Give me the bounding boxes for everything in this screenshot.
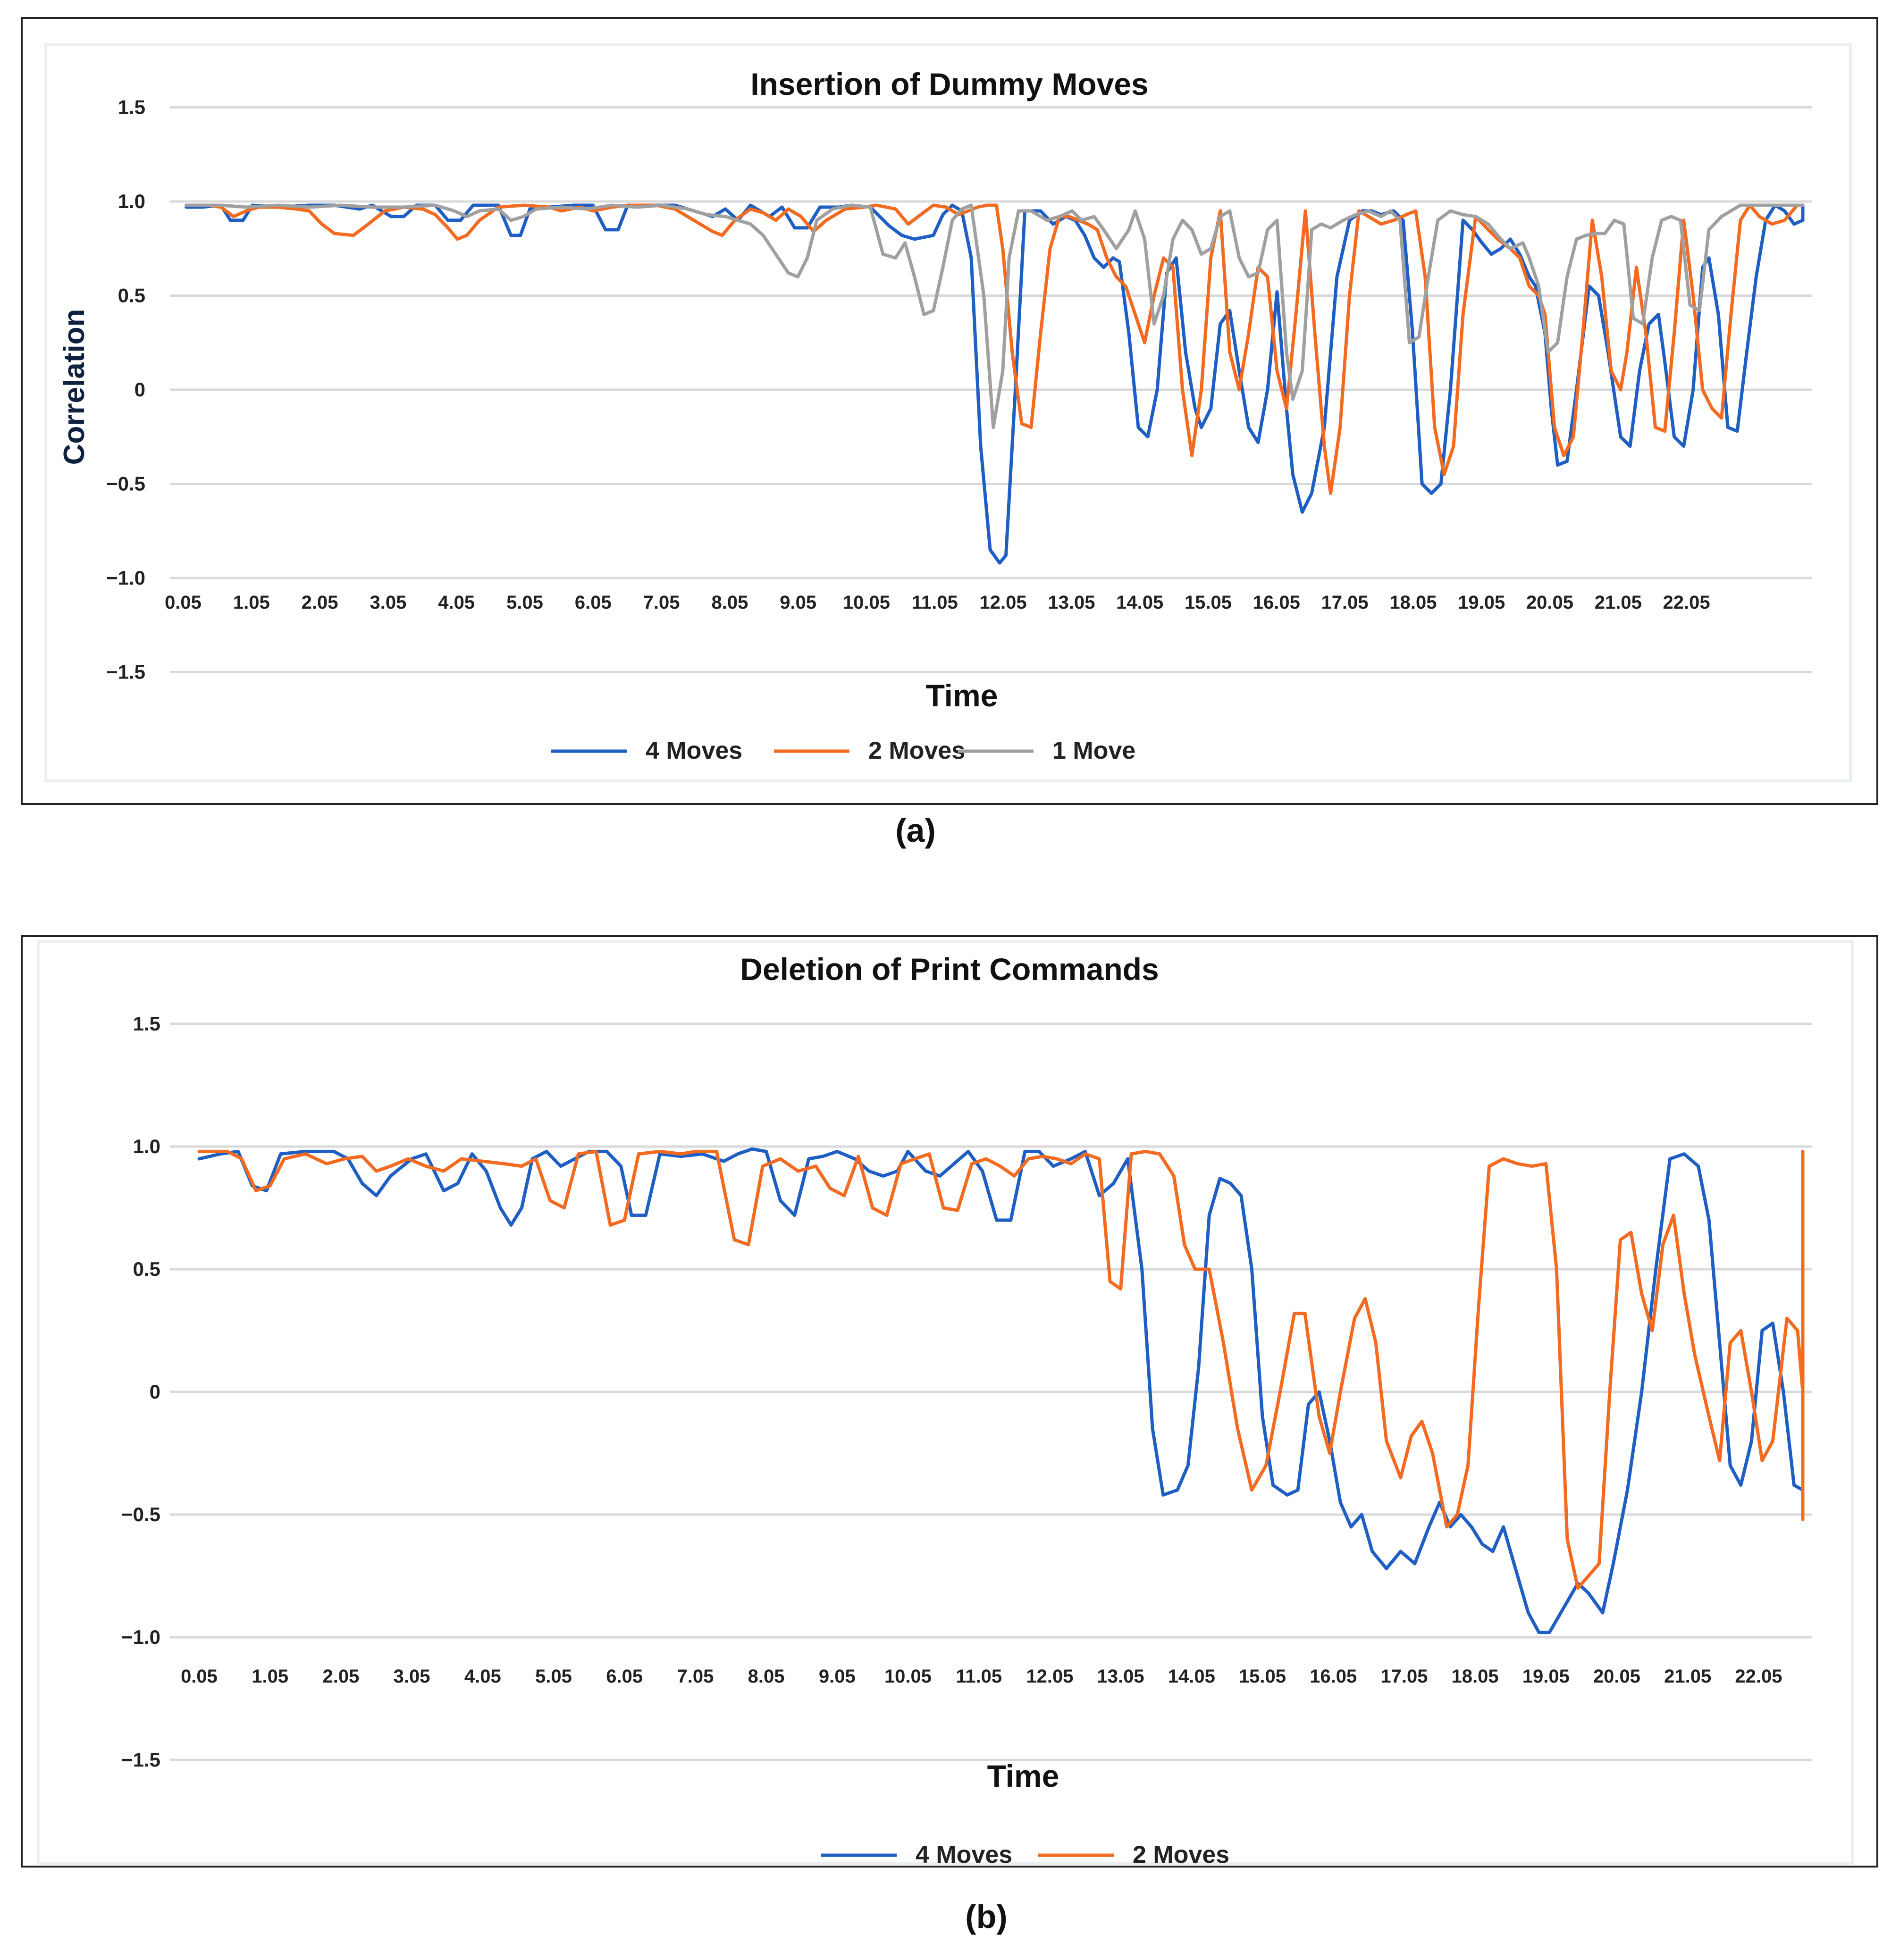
chart-a-y-axis-label: Correlation: [58, 309, 91, 465]
chart-a-x-tick-label: 9.05: [780, 592, 816, 613]
chart-a-y-tick-label: 0.5: [118, 285, 145, 307]
chart-b-x-tick-label: 10.05: [884, 1666, 932, 1687]
chart-title-b: Deletion of Print Commands: [740, 952, 1159, 987]
chart-a-series-line-1-move: [185, 203, 1805, 429]
chart-b-series-line-4-moves: [197, 1147, 1805, 1634]
chart-a-x-tick-label: 12.05: [980, 592, 1027, 613]
chart-b-x-tick-label: 1.05: [252, 1666, 288, 1687]
chart-a-x-tick-label: 3.05: [370, 592, 406, 613]
chart-a-x-tick-label: 22.05: [1663, 592, 1710, 613]
chart-b-x-tick-label: 13.05: [1097, 1666, 1144, 1687]
chart-b-y-tick-label: 0: [150, 1381, 160, 1403]
chart-b-x-tick-label: 20.05: [1593, 1666, 1640, 1687]
chart-b-x-tick-label: 0.05: [181, 1666, 218, 1687]
chart-b-y-tick-label: 1.5: [133, 1013, 160, 1035]
chart-title-a: Insertion of Dummy Moves: [750, 67, 1149, 101]
chart-b-x-tick-label: 9.05: [819, 1666, 856, 1687]
chart-b-x-tick-label: 2.05: [322, 1666, 359, 1687]
chart-a-legend-label: 1 Move: [1052, 737, 1135, 764]
chart-a-y-tick-label: 0: [134, 378, 145, 401]
chart-a-y-tick-label: 1.0: [118, 190, 145, 212]
chart-a-x-tick-label: 15.05: [1185, 592, 1232, 613]
x-axis-label-a: Time: [925, 678, 998, 713]
panel-b: Deletion of Print Commands Time: [21, 935, 1878, 1868]
chart-a-x-tick-label: 6.05: [575, 592, 612, 613]
chart-a-legend-label: 2 Moves: [868, 737, 965, 764]
chart-b-legend-label: 4 Moves: [916, 1841, 1012, 1868]
chart-a-series-line-4-moves: [185, 203, 1805, 565]
chart-a-x-tick-label: 16.05: [1253, 592, 1300, 613]
chart-b-x-tick-label: 15.05: [1239, 1666, 1286, 1687]
chart-b-y-tick-label: 0.5: [133, 1258, 160, 1280]
chart-a-y-tick-label: 1.5: [118, 96, 145, 118]
chart-b-x-tick-label: 7.05: [677, 1666, 714, 1687]
chart-b-x-tick-label: 18.05: [1452, 1666, 1499, 1687]
chart-a-y-tick-label: −0.5: [106, 473, 145, 495]
chart-a-x-tick-label: 1.05: [233, 592, 270, 613]
panel-a: Insertion of Dummy Moves Time: [21, 17, 1878, 805]
chart-a-x-tick-label: 19.05: [1458, 592, 1505, 613]
chart-b-x-tick-label: 6.05: [606, 1666, 643, 1687]
plot-frame-b: [37, 940, 1854, 1865]
chart-a-legend-label: 4 Moves: [646, 737, 742, 764]
chart-b-x-tick-label: 22.05: [1735, 1666, 1782, 1687]
chart-svg-a: 1.5 1.0 0.5 0 −0.5 −1.0 −1.5 0.05 1.05 2.05 3.05 4.…: [58, 96, 1812, 764]
chart-a-x-tick-label: 20.05: [1526, 592, 1573, 613]
chart-b-y-tick-label: −1.0: [121, 1626, 160, 1648]
chart-a-x-tick-label: 21.05: [1595, 592, 1642, 613]
plot-frame-a: [44, 43, 1852, 782]
chart-b-legend-label: 2 Moves: [1133, 1841, 1229, 1868]
chart-a-x-tick-label: 8.05: [711, 592, 748, 613]
chart-b-x-tick-label: 17.05: [1380, 1666, 1428, 1687]
chart-a-x-tick-label: 18.05: [1389, 592, 1437, 613]
chart-b-x-tick-label: 14.05: [1168, 1666, 1215, 1687]
chart-b-x-tick-label: 19.05: [1522, 1666, 1570, 1687]
chart-b-x-tick-label: 5.05: [535, 1666, 572, 1687]
chart-b-y-tick-label: −1.5: [121, 1749, 160, 1771]
chart-a-x-tick-label: 5.05: [506, 592, 543, 613]
chart-b-x-tick-label: 21.05: [1664, 1666, 1711, 1687]
chart-a-y-tick-label: −1.5: [106, 661, 145, 683]
chart-b-x-tick-label: 8.05: [748, 1666, 785, 1687]
chart-a-x-tick-label: 10.05: [843, 592, 890, 613]
chart-b-x-tick-label: 16.05: [1310, 1666, 1357, 1687]
chart-b-y-tick-label: −0.5: [121, 1503, 160, 1525]
chart-b-x-tick-label: 4.05: [464, 1666, 501, 1687]
caption-a: (a): [895, 812, 936, 849]
chart-a-x-tick-label: 17.05: [1321, 592, 1369, 613]
chart-a-x-tick-label: 14.05: [1116, 592, 1163, 613]
chart-b-series-line-2-moves: [197, 1149, 1805, 1590]
chart-a-y-tick-label: −1.0: [106, 567, 145, 589]
chart-a-x-tick-label: 4.05: [438, 592, 475, 613]
chart-a-x-tick-label: 11.05: [912, 592, 958, 613]
chart-b-x-tick-label: 3.05: [394, 1666, 430, 1687]
chart-b-x-tick-label: 12.05: [1026, 1666, 1073, 1687]
caption-b: (b): [965, 1898, 1008, 1935]
chart-a-x-tick-label: 2.05: [302, 592, 338, 613]
chart-b-x-tick-label: 11.05: [956, 1666, 1002, 1687]
chart-b-y-tick-label: 1.0: [133, 1135, 160, 1157]
chart-a-x-tick-label: 7.05: [643, 592, 680, 613]
chart-a-x-tick-label: 0.05: [165, 592, 202, 613]
chart-a-x-tick-label: 13.05: [1048, 592, 1095, 613]
x-axis-label-b: Time: [987, 1759, 1059, 1793]
